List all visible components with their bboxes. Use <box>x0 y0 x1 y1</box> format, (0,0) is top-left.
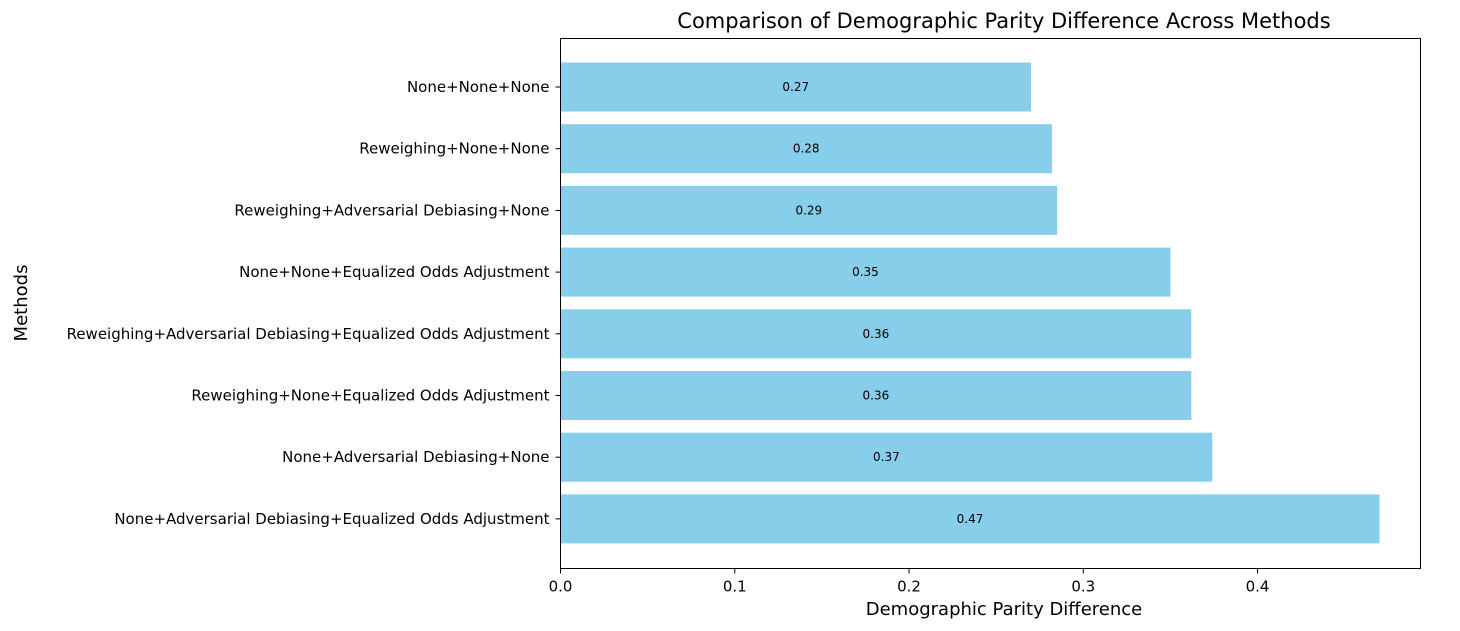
bar-value-label: 0.29 <box>795 203 822 217</box>
bar <box>560 185 1058 235</box>
bar <box>560 309 1192 359</box>
x-tick-label: 0.0 <box>549 578 573 596</box>
y-tick-label: Reweighing+Adversarial Debiasing+Equaliz… <box>67 325 550 343</box>
bar <box>560 371 1192 420</box>
bar <box>560 62 1032 112</box>
x-axis-title: Demographic Parity Difference <box>866 599 1143 620</box>
plot-area-frame <box>560 38 1421 569</box>
bar <box>560 247 1171 297</box>
y-tick-label: None+Adversarial Debiasing+Equalized Odd… <box>114 510 549 528</box>
x-axis-ticks: 0.0 0.1 0.2 0.3 0.4 <box>549 568 1270 596</box>
x-tick-label: 0.2 <box>897 578 921 596</box>
bar-value-label: 0.47 <box>957 512 984 526</box>
x-tick-label: 0.4 <box>1246 578 1270 596</box>
y-tick-label: Reweighing+Adversarial Debiasing+None <box>234 201 549 219</box>
y-tick-label: None+None+Equalized Odds Adjustment <box>239 263 549 281</box>
y-tick-label: Reweighing+None+None <box>359 140 549 158</box>
bar-value-label: 0.35 <box>852 265 879 279</box>
data-labels-group: 0.27 0.28 0.29 0.35 0.36 0.36 0.37 0.47 <box>782 80 983 526</box>
bar <box>560 124 1052 174</box>
bar-value-label: 0.36 <box>863 389 890 403</box>
y-tick-label: None+Adversarial Debiasing+None <box>282 448 549 466</box>
chart-title: Comparison of Demographic Parity Differe… <box>677 9 1330 33</box>
x-tick-label: 0.3 <box>1071 578 1095 596</box>
bars-group <box>560 62 1380 544</box>
y-axis-ticks: None+None+None Reweighing+None+None Reweig… <box>67 78 561 528</box>
bar-value-label: 0.36 <box>863 327 890 341</box>
y-tick-label: Reweighing+None+Equalized Odds Adjustmen… <box>191 387 549 405</box>
bar <box>560 432 1213 482</box>
bar-value-label: 0.27 <box>782 80 809 94</box>
y-axis-title: Methods <box>11 265 32 342</box>
y-tick-label: None+None+None <box>407 78 550 96</box>
bar-value-label: 0.37 <box>873 450 900 464</box>
bar-value-label: 0.28 <box>793 142 820 156</box>
bar <box>560 494 1380 544</box>
x-tick-label: 0.1 <box>723 578 747 596</box>
